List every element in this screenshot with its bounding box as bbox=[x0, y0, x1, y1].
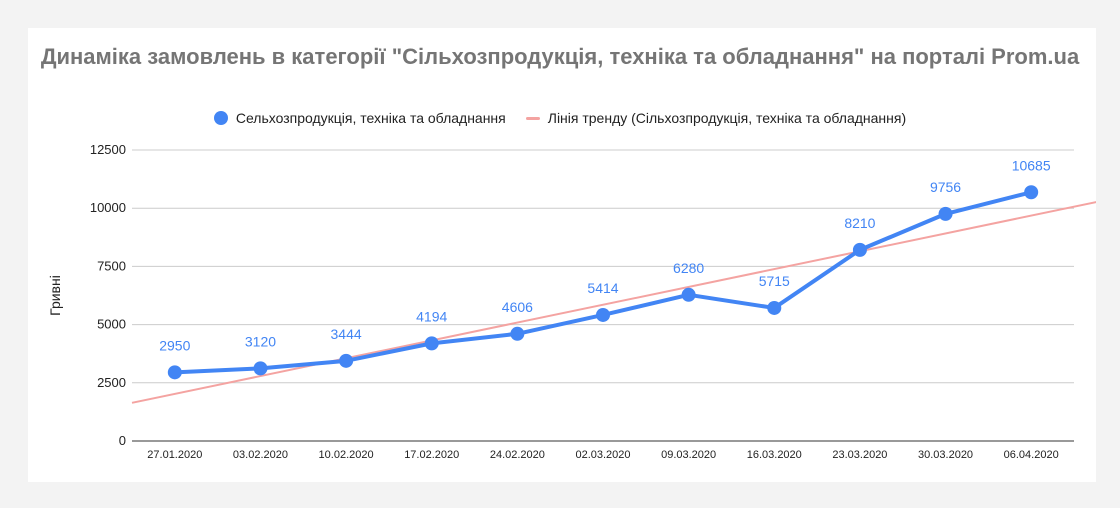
data-point bbox=[253, 361, 268, 376]
chart-card: Динаміка замовлень в категорії "Сільхозп… bbox=[28, 28, 1096, 482]
legend-series-label: Сельхозпродукція, техніка та обладнання bbox=[235, 110, 506, 126]
x-tick-label: 09.03.2020 bbox=[661, 449, 716, 461]
y-tick-label: 2500 bbox=[97, 375, 126, 390]
x-tick-label: 10.02.2020 bbox=[319, 449, 374, 461]
data-label: 9756 bbox=[930, 179, 961, 195]
line-chart: 0 2500 5000 7500 10000 12500 Гривні 27.01.2020 0… bbox=[47, 142, 1096, 461]
data-label: 5414 bbox=[587, 280, 618, 296]
data-point bbox=[767, 300, 782, 315]
y-tick-label: 0 bbox=[119, 433, 126, 448]
x-tick-label: 02.03.2020 bbox=[575, 449, 630, 461]
data-point bbox=[167, 365, 182, 380]
data-label: 8210 bbox=[844, 215, 875, 231]
x-tick-label: 16.03.2020 bbox=[747, 449, 802, 461]
data-label: 6280 bbox=[673, 260, 704, 276]
x-tick-label: 27.01.2020 bbox=[147, 449, 202, 461]
legend-trend-marker bbox=[525, 116, 540, 120]
legend-series-marker bbox=[213, 111, 228, 125]
y-tick-label: 10000 bbox=[90, 200, 126, 215]
data-point bbox=[938, 206, 953, 221]
x-tick-label: 03.02.2020 bbox=[233, 449, 288, 461]
data-point bbox=[510, 326, 525, 341]
data-point bbox=[424, 336, 439, 351]
data-point bbox=[1024, 185, 1039, 200]
data-point bbox=[852, 242, 867, 257]
legend-item-trend[interactable]: Лінія тренду (Сільхозпродукція, техніка … bbox=[525, 110, 907, 126]
legend-item-series[interactable]: Сельхозпродукція, техніка та обладнання bbox=[213, 110, 506, 126]
data-label: 2950 bbox=[159, 337, 190, 353]
data-label: 4606 bbox=[502, 299, 533, 315]
y-tick-label: 12500 bbox=[90, 142, 126, 157]
chart-title: Динаміка замовлень в категорії "Сільхозп… bbox=[40, 44, 1080, 69]
chart-legend: Сельхозпродукція, техніка та обладнання … bbox=[28, 110, 1092, 126]
data-point bbox=[681, 287, 696, 302]
trend-line bbox=[131, 201, 1096, 404]
x-tick-label: 23.03.2020 bbox=[832, 449, 887, 461]
y-tick-label: 7500 bbox=[97, 258, 126, 273]
x-tick-label: 24.02.2020 bbox=[490, 449, 545, 461]
data-label: 3444 bbox=[331, 326, 362, 342]
data-label: 10685 bbox=[1012, 157, 1051, 173]
data-point bbox=[596, 307, 610, 322]
y-tick-label: 5000 bbox=[97, 317, 126, 332]
x-tick-label: 06.04.2020 bbox=[1004, 449, 1059, 461]
y-axis-title: Гривні bbox=[47, 275, 63, 316]
data-label: 5715 bbox=[759, 273, 790, 289]
data-point bbox=[339, 353, 354, 368]
x-tick-label: 17.02.2020 bbox=[404, 449, 459, 461]
data-label: 3120 bbox=[245, 333, 276, 349]
x-tick-label: 30.03.2020 bbox=[918, 449, 973, 461]
data-label: 4194 bbox=[416, 308, 447, 324]
legend-trend-label: Лінія тренду (Сільхозпродукція, техніка … bbox=[547, 110, 907, 126]
